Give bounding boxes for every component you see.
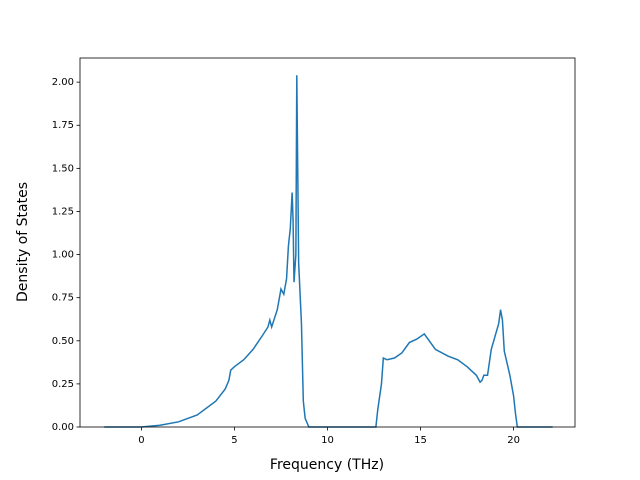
y-axis-label: Density of States — [15, 182, 31, 302]
y-tick-label: 0.75 — [52, 293, 74, 304]
x-tick-label: 10 — [321, 435, 334, 446]
x-axis-label: Frequency (THz) — [270, 457, 384, 473]
x-tick-label: 15 — [414, 435, 427, 446]
x-tick-label: 20 — [507, 435, 520, 446]
x-tick-label: 0 — [138, 435, 144, 446]
y-tick-label: 1.00 — [52, 250, 74, 261]
axes-frame — [79, 57, 576, 428]
y-tick-label: 0.50 — [52, 336, 74, 347]
line-series — [104, 75, 553, 428]
y-tick-label: 0.00 — [52, 422, 74, 433]
x-tick-label: 5 — [231, 435, 237, 446]
y-tick-label: 1.75 — [52, 120, 74, 131]
y-tick-label: 1.50 — [52, 163, 74, 174]
y-tick-label: 0.25 — [52, 379, 74, 390]
y-tick-label: 2.00 — [52, 77, 74, 88]
y-tick-label: 1.25 — [52, 206, 74, 217]
